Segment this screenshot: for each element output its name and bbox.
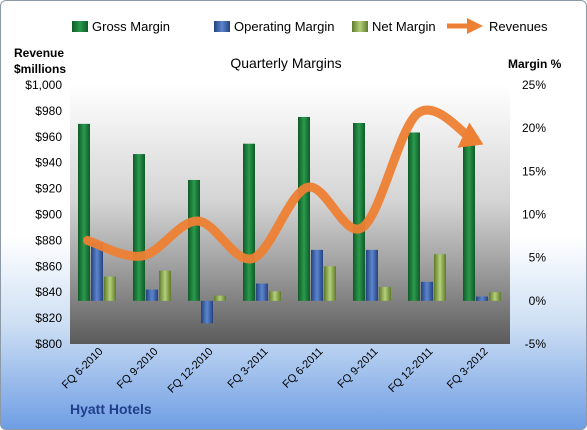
gross-margin-bar <box>463 134 475 301</box>
net-margin-bar <box>379 287 391 301</box>
gross-margin-bar <box>133 154 145 301</box>
left-tick-label: $1,000 <box>25 78 62 92</box>
chart-title: Quarterly Margins <box>230 55 341 71</box>
net-margin-bar <box>324 266 336 301</box>
legend-label-operating: Operating Margin <box>234 19 334 34</box>
legend-swatch-net <box>352 21 368 32</box>
right-tick-label: -5% <box>525 337 547 351</box>
operating-margin-bar <box>146 289 158 301</box>
gross-margin-bar <box>243 143 255 301</box>
operating-margin-bar <box>421 281 433 301</box>
left-tick-label: $980 <box>35 104 62 118</box>
legend: Gross Margin Operating Margin Net Margin… <box>72 18 548 34</box>
net-margin-bar <box>489 292 501 301</box>
gross-margin-bar <box>188 179 200 301</box>
x-tick-label: FQ 9-2010 <box>115 346 161 392</box>
legend-arrow-icon <box>447 18 483 34</box>
operating-margin-bar <box>366 249 378 301</box>
left-axis-ticks: $800 $820 $840 $860 $880 $900 $920 $940 $960 $980… <box>25 78 62 351</box>
left-tick-label: $920 <box>35 182 62 196</box>
operating-margin-bar <box>476 296 488 301</box>
left-tick-label: $960 <box>35 130 62 144</box>
operating-margin-bar <box>256 283 268 301</box>
revenue-line <box>83 105 477 264</box>
net-margin-bar <box>269 291 281 301</box>
net-margin-bar <box>214 295 226 301</box>
operating-margin-bar <box>201 300 213 324</box>
x-tick-label: FQ 12-2011 <box>386 346 435 395</box>
x-tick-label: FQ 6-2011 <box>281 346 326 391</box>
revenue-arrowhead <box>457 122 484 148</box>
x-tick-label: FQ 12-2010 <box>166 346 216 396</box>
operating-margin-bar <box>311 249 323 301</box>
left-tick-label: $940 <box>35 156 62 170</box>
x-tick-label: FQ 9-2011 <box>336 346 381 391</box>
legend-label-gross: Gross Margin <box>92 19 170 34</box>
gross-margin-bar <box>78 123 90 301</box>
legend-label-net: Net Margin <box>372 19 436 34</box>
left-axis-label-line2: $millions <box>14 62 66 76</box>
left-axis-label-line1: Revenue <box>14 46 64 60</box>
operating-margin-bar <box>91 242 103 301</box>
left-tick-label: $820 <box>35 311 62 325</box>
legend-swatch-operating <box>214 21 230 32</box>
x-tick-label: FQ 3-2011 <box>226 346 271 391</box>
x-tick-label: FQ 3-2012 <box>445 346 491 392</box>
right-tick-label: 15% <box>522 164 546 178</box>
right-tick-label: 0% <box>529 294 547 308</box>
net-margin-bar <box>434 254 446 301</box>
right-tick-label: 5% <box>529 251 547 265</box>
left-tick-label: $900 <box>35 208 62 222</box>
right-tick-label: 10% <box>522 208 546 222</box>
x-axis-ticks: FQ 6-2010 FQ 9-2010 FQ 12-2010 FQ 3-2011 FQ … <box>60 346 491 396</box>
right-tick-label: 25% <box>522 78 546 92</box>
gross-margin-bar <box>353 122 365 301</box>
left-tick-label: $880 <box>35 233 62 247</box>
left-tick-label: $840 <box>35 285 62 299</box>
net-margin-bar <box>104 276 116 301</box>
right-axis-ticks: -5% 0% 5% 10% 15% 20% 25% <box>522 78 546 351</box>
left-tick-label: $800 <box>35 337 62 351</box>
right-tick-label: 20% <box>522 121 546 135</box>
company-name: Hyatt Hotels <box>70 401 152 417</box>
right-axis-label: Margin % <box>508 57 562 71</box>
legend-label-revenues: Revenues <box>489 19 548 34</box>
revenue-series <box>83 105 484 264</box>
x-tick-label: FQ 6-2010 <box>60 346 106 392</box>
gross-margin-bar <box>298 116 310 301</box>
legend-swatch-gross <box>72 21 88 32</box>
gross-margin-bar <box>408 132 420 301</box>
net-margin-bar <box>159 270 171 301</box>
left-tick-label: $860 <box>35 259 62 273</box>
